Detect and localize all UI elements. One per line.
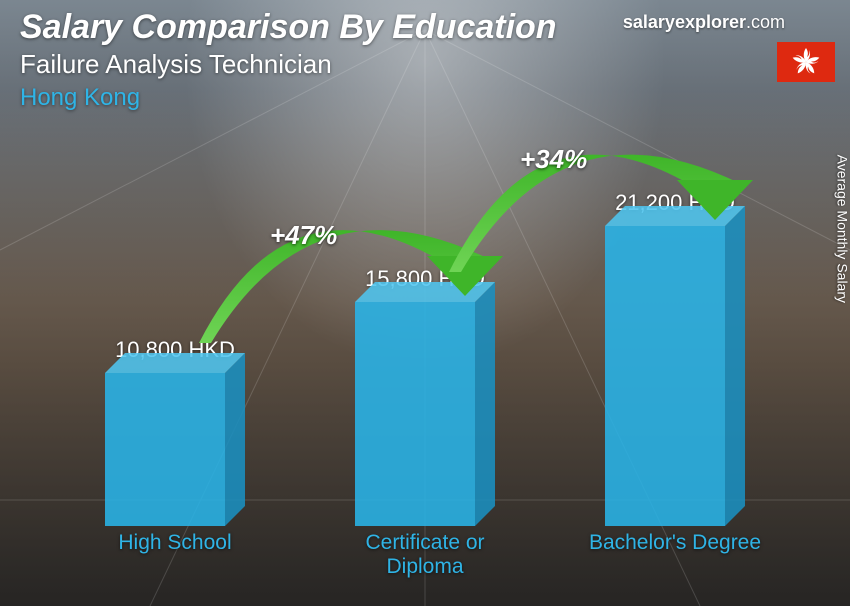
page-subtitle: Failure Analysis Technician xyxy=(20,49,830,80)
category-label: Bachelor's Degree xyxy=(575,531,775,586)
hong-kong-flag-icon xyxy=(777,42,835,82)
bar-group: 21,200 HKD xyxy=(575,190,775,526)
bar xyxy=(605,226,745,526)
category-label: Certificate or Diploma xyxy=(325,531,525,586)
category-labels: High School Certificate or Diploma Bachelo… xyxy=(50,531,800,586)
bar-group: 10,800 HKD xyxy=(75,337,275,526)
brand-watermark: salaryexplorer.com xyxy=(623,12,785,33)
bar xyxy=(105,373,245,526)
bar xyxy=(355,302,495,526)
y-axis-label: Average Monthly Salary xyxy=(834,155,850,303)
brand-name: salaryexplorer xyxy=(623,12,746,32)
category-label: High School xyxy=(75,531,275,586)
bars-container: 10,800 HKD 15,800 HKD21,200 HKD xyxy=(50,140,800,526)
page-location: Hong Kong xyxy=(20,84,830,112)
bar-group: 15,800 HKD xyxy=(325,266,525,526)
brand-suffix: .com xyxy=(746,12,785,32)
salary-bar-chart: 10,800 HKD 15,800 HKD21,200 HKD High Scho… xyxy=(50,140,800,586)
